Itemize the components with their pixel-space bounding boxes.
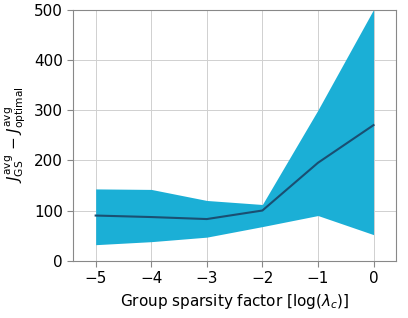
X-axis label: Group sparsity factor [log($\lambda_c$)]: Group sparsity factor [log($\lambda_c$)] (120, 292, 349, 311)
Y-axis label: $J_{\rm GS}^{\rm avg}$ $-$ $J_{\rm optimal}^{\rm avg}$: $J_{\rm GS}^{\rm avg}$ $-$ $J_{\rm optim… (4, 87, 29, 183)
